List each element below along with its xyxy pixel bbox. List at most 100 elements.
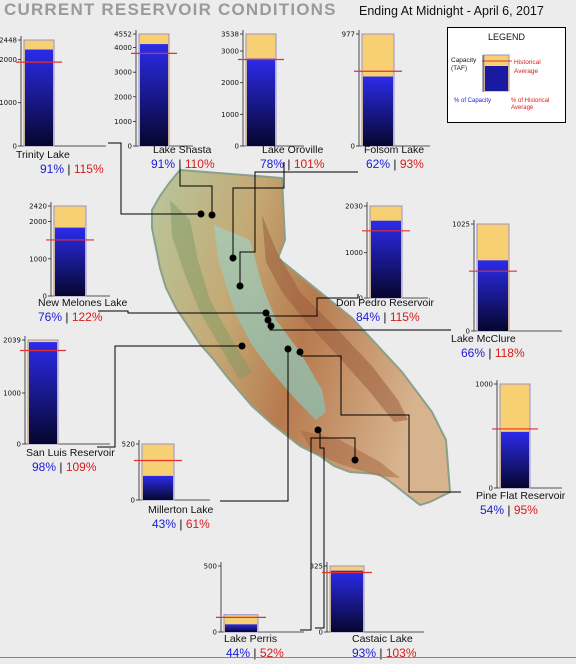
- legend-pct-historical-label: % of Historical Average: [511, 98, 550, 111]
- y-tick-label-don-pedro-reservoir: 2030: [345, 203, 363, 211]
- lake-name-castaic-lake: Castaic Lake: [352, 633, 413, 645]
- y-tick-label-lake-shasta: 3000: [114, 69, 132, 77]
- y-tick-label-lake-shasta: 4552: [114, 31, 132, 39]
- y-tick-label-lake-shasta: 1000: [114, 118, 132, 126]
- pct-separator: |: [176, 517, 186, 531]
- y-tick-label-new-melones-lake: 1000: [29, 255, 47, 263]
- pct-separator: |: [250, 646, 260, 660]
- percent-values-lake-perris: 44% | 52%: [226, 646, 284, 660]
- pct-capacity-lake-oroville: 78%: [260, 157, 285, 171]
- pct-capacity-castaic-lake: 93%: [352, 646, 377, 660]
- y-tick-label-lake-oroville: 0: [235, 143, 239, 151]
- pct-historical-san-luis-reservoir: 109%: [65, 460, 97, 474]
- pct-historical-castaic-lake: 103%: [385, 646, 417, 660]
- pct-separator: |: [284, 157, 294, 171]
- percent-values-trinity-lake: 91% | 115%: [40, 162, 104, 176]
- lake-name-folsom-lake: Folsom Lake: [364, 144, 425, 156]
- pct-separator: |: [390, 157, 400, 171]
- legend-pct-capacity-label: % of Capacity: [454, 98, 492, 104]
- bar-chart-lake-mcclure: 1025 0: [452, 220, 562, 336]
- reservoir-card-lake-oroville: 3538 3000 2000 1000 0 Lake Oroville 78% | 101%: [221, 28, 325, 173]
- lake-name-pine-flat-reservoir: Pine Flat Reservoir: [476, 490, 566, 502]
- storage-bar-lake-oroville: [247, 58, 275, 146]
- pct-capacity-millerton-lake: 43%: [152, 517, 177, 531]
- reservoir-card-trinity-lake: 2448 2000 1000 0 Trinity Lake 91% | 115%: [0, 34, 110, 178]
- lake-name-lake-shasta: Lake Shasta: [153, 144, 212, 156]
- storage-bar-trinity-lake: [25, 49, 53, 146]
- legend-historical-label: Historical Average: [514, 59, 541, 75]
- y-tick-label-folsom-lake: 0: [351, 143, 355, 151]
- y-tick-label-millerton-lake: 520: [122, 441, 135, 449]
- y-tick-label-lake-oroville: 3000: [221, 48, 239, 56]
- storage-bar-pine-flat-reservoir: [501, 431, 529, 488]
- legend-storage-rect: [485, 66, 508, 91]
- reservoir-card-don-pedro-reservoir: 2030 1000 0 Don Pedro Reservoir 84% | 115%: [322, 200, 435, 326]
- percent-values-don-pedro-reservoir: 84% | 115%: [356, 310, 420, 324]
- percent-values-new-melones-lake: 76% | 122%: [38, 310, 103, 324]
- pct-capacity-pine-flat-reservoir: 54%: [480, 503, 505, 517]
- lake-name-lake-oroville: Lake Oroville: [262, 144, 324, 156]
- lake-name-don-pedro-reservoir: Don Pedro Reservoir: [336, 297, 435, 309]
- storage-bar-folsom-lake: [363, 76, 393, 146]
- reservoir-card-lake-perris: 500 0 Lake Perris 44% | 52%: [204, 560, 308, 662]
- storage-bar-don-pedro-reservoir: [371, 220, 401, 298]
- legend-box: LEGEND Capacity (TAF) Historical Average…: [447, 27, 566, 123]
- y-tick-label-trinity-lake: 1000: [0, 99, 17, 107]
- storage-bar-lake-shasta: [140, 44, 168, 146]
- reservoir-card-lake-shasta: 4552 4000 3000 2000 1000 0 Lake Shasta 91% | 11…: [114, 28, 215, 173]
- y-tick-label-lake-perris: 500: [204, 563, 217, 571]
- pct-capacity-lake-shasta: 91%: [151, 157, 176, 171]
- pct-separator: |: [504, 503, 514, 517]
- pct-historical-trinity-lake: 115%: [73, 162, 104, 176]
- reservoir-card-san-luis-reservoir: 2039 1000 0 San Luis Reservoir 98% | 109%: [2, 334, 115, 476]
- reservoir-card-folsom-lake: 977 0 Folsom Lake 62% | 93%: [338, 28, 434, 173]
- pct-historical-lake-oroville: 101%: [293, 157, 325, 171]
- y-tick-label-folsom-lake: 977: [342, 31, 355, 39]
- pct-separator: |: [380, 310, 390, 324]
- bar-chart-new-melones-lake: 2420 2000 1000 0: [29, 202, 110, 301]
- percent-values-lake-mcclure: 66% | 118%: [461, 346, 525, 360]
- percent-values-castaic-lake: 93% | 103%: [352, 646, 417, 660]
- y-tick-label-don-pedro-reservoir: 1000: [345, 249, 363, 257]
- page-title: CURRENT RESERVOIR CONDITIONS: [4, 0, 337, 19]
- reservoir-card-castaic-lake: 325 0 Castaic Lake 93% | 103%: [310, 560, 428, 662]
- percent-values-lake-oroville: 78% | 101%: [260, 157, 325, 171]
- pct-capacity-don-pedro-reservoir: 84%: [356, 310, 381, 324]
- pct-capacity-trinity-lake: 91%: [40, 162, 65, 176]
- y-tick-label-san-luis-reservoir: 2039: [3, 337, 21, 345]
- y-tick-label-lake-oroville: 3538: [221, 31, 239, 39]
- y-tick-label-lake-mcclure: 0: [466, 328, 470, 336]
- pct-capacity-new-melones-lake: 76%: [38, 310, 63, 324]
- pct-separator: |: [56, 460, 66, 474]
- pct-historical-pine-flat-reservoir: 95%: [513, 503, 538, 517]
- lake-name-millerton-lake: Millerton Lake: [148, 504, 214, 516]
- y-tick-label-castaic-lake: 0: [319, 629, 323, 637]
- bar-chart-lake-shasta: 4552 4000 3000 2000 1000 0: [114, 30, 193, 151]
- pct-capacity-san-luis-reservoir: 98%: [32, 460, 57, 474]
- pct-capacity-lake-perris: 44%: [226, 646, 251, 660]
- lake-name-lake-mcclure: Lake McClure: [451, 333, 516, 345]
- bar-chart-millerton-lake: 520 0: [122, 440, 210, 505]
- storage-bar-san-luis-reservoir: [29, 342, 57, 444]
- storage-bar-millerton-lake: [143, 475, 173, 500]
- y-tick-label-lake-oroville: 2000: [221, 79, 239, 87]
- y-tick-label-new-melones-lake: 0: [43, 293, 47, 301]
- y-tick-label-lake-oroville: 1000: [221, 111, 239, 119]
- y-tick-label-castaic-lake: 325: [310, 563, 323, 571]
- pct-historical-don-pedro-reservoir: 115%: [389, 310, 420, 324]
- reservoir-card-new-melones-lake: 2420 2000 1000 0 New Melones Lake 76% | 122%: [2, 200, 127, 326]
- y-tick-label-new-melones-lake: 2420: [29, 203, 47, 211]
- bar-chart-castaic-lake: 325 0: [310, 562, 424, 637]
- legend-capacity-label: Capacity (TAF): [451, 57, 477, 72]
- y-tick-label-pine-flat-reservoir: 1000: [475, 381, 493, 389]
- percent-values-pine-flat-reservoir: 54% | 95%: [480, 503, 538, 517]
- y-tick-label-trinity-lake: 2000: [0, 56, 17, 64]
- reservoir-card-millerton-lake: 520 0 Millerton Lake 43% | 61%: [122, 438, 214, 533]
- y-tick-label-new-melones-lake: 2000: [29, 218, 47, 226]
- y-tick-label-lake-perris: 0: [213, 629, 217, 637]
- storage-bar-lake-mcclure: [478, 260, 508, 331]
- pct-separator: |: [175, 157, 185, 171]
- y-tick-label-lake-shasta: 0: [128, 143, 132, 151]
- y-tick-label-millerton-lake: 0: [131, 497, 135, 505]
- bar-chart-pine-flat-reservoir: 1000 0: [475, 380, 562, 493]
